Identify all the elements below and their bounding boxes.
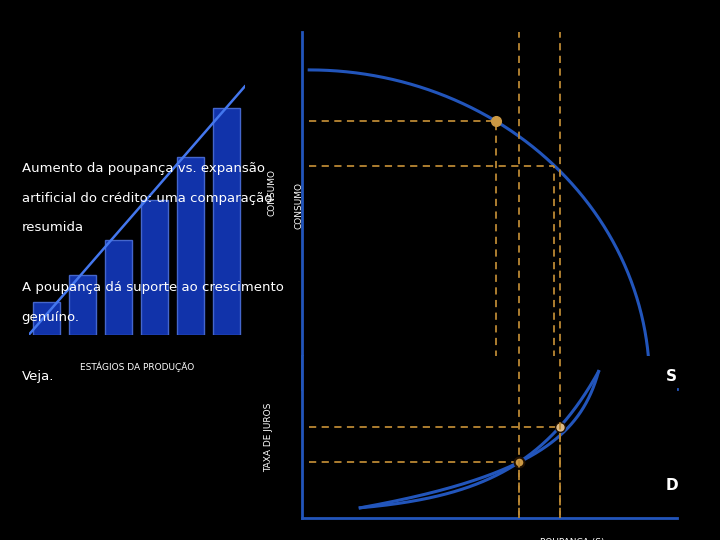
Text: INVESTIMENTO: INVESTIMENTO — [609, 407, 677, 416]
Bar — [69, 275, 96, 335]
Text: POUPANÇA (S): POUPANÇA (S) — [540, 538, 604, 540]
Text: CONSUMO: CONSUMO — [268, 169, 277, 217]
Bar — [177, 157, 204, 335]
Text: A poupança dá suporte ao crescimento: A poupança dá suporte ao crescimento — [22, 281, 284, 294]
Text: resumida: resumida — [22, 221, 84, 234]
Bar — [33, 302, 60, 335]
Text: Veja.: Veja. — [22, 370, 54, 383]
Text: D: D — [665, 478, 678, 494]
Text: S: S — [665, 369, 677, 384]
Text: Aumento da poupança vs. expansão: Aumento da poupança vs. expansão — [22, 162, 265, 175]
Bar — [105, 240, 132, 335]
Bar — [141, 200, 168, 335]
Text: TAXA DE JUROS: TAXA DE JUROS — [264, 403, 273, 472]
Text: ESTÁGIOS DA PRODUÇÃO: ESTÁGIOS DA PRODUÇÃO — [80, 362, 194, 372]
Bar — [213, 108, 240, 335]
Text: artificial do crédito: uma comparação: artificial do crédito: uma comparação — [22, 192, 272, 205]
Text: CONSUMO: CONSUMO — [294, 181, 303, 229]
Text: genuíno.: genuíno. — [22, 310, 80, 323]
